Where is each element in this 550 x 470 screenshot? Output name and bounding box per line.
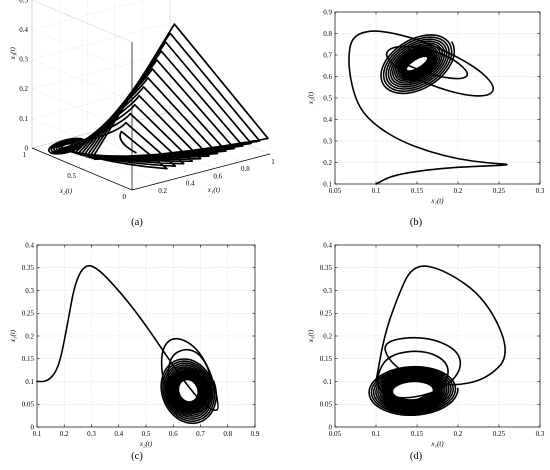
caption-c: (c) <box>131 451 143 462</box>
x-tick-label: 0.9 <box>251 430 260 438</box>
x2-axis-line <box>31 147 133 191</box>
x-tick-label: 0.5 <box>142 430 151 438</box>
x-axis-label: x₂(t) <box>139 440 153 448</box>
x-tick-label: 0.05 <box>329 430 342 438</box>
y-tick-label: 0.2 <box>323 332 332 340</box>
y-tick-label: 0.1 <box>323 378 332 386</box>
x-tick-label: 0.05 <box>329 187 342 195</box>
y-tick-label: 0 <box>329 423 333 431</box>
plot-frame <box>334 11 541 185</box>
x3-tick-label: 0.4 <box>19 26 28 34</box>
y-tick-label: 0.2 <box>323 159 332 167</box>
x-tick-label: 0.6 <box>169 430 178 438</box>
x-tick-label: 0.15 <box>411 187 424 195</box>
x3-tick-label: 0.1 <box>19 115 28 123</box>
x3-tick-label: 0 <box>25 144 29 152</box>
x-tick-label: 0.2 <box>454 430 463 438</box>
trajectory-series-line <box>348 30 508 185</box>
x1-tick-label: 1 <box>271 158 275 166</box>
y-tick-label: 0.6 <box>323 73 332 81</box>
x3-tick-label: 0.5 <box>19 0 28 4</box>
x-tick-label: 0.1 <box>372 430 381 438</box>
x-tick-label: 0.25 <box>493 430 506 438</box>
x-axis-label: x₁(t) <box>430 440 444 448</box>
y-tick-label: 0.3 <box>323 287 332 295</box>
grid-line-x1 <box>142 119 243 162</box>
y-tick-label: 0 <box>31 423 35 431</box>
x-tick-label: 0.2 <box>60 430 69 438</box>
grid-line-x3 <box>31 59 133 102</box>
x3-tick-label: 0.2 <box>19 85 28 93</box>
x-tick-label: 0.3 <box>536 430 545 438</box>
x3-tick-label: 0.3 <box>19 56 28 64</box>
x-tick-label: 0.2 <box>454 187 463 195</box>
grid-line-x3 <box>31 88 133 131</box>
y-tick-label: 0.9 <box>323 8 332 16</box>
y-tick-label: 0.4 <box>25 241 34 249</box>
y-tick-label: 0.25 <box>320 310 333 318</box>
x-axis-label: x₁(t) <box>430 197 444 205</box>
panel-b-plot: 0.05 0.1 0.15 0.2 0.25 0.30.10.20.30.40.50.60… <box>307 8 545 205</box>
x-tick-label: 0.4 <box>114 430 123 438</box>
grid-line-x3 <box>31 0 147 30</box>
x1-axis-line <box>131 153 271 191</box>
grid-line-x3 <box>31 29 133 72</box>
x-tick-label: 0.7 <box>196 430 205 438</box>
x2-tick-label: 1 <box>23 151 27 159</box>
x1-tick-label: 0.2 <box>158 187 167 195</box>
x1-axis-label: x₁(t) <box>207 186 221 194</box>
y-tick-label: 0.7 <box>323 51 332 59</box>
limit-cycle-series-line <box>368 365 459 416</box>
y-tick-label: 0.2 <box>25 332 34 340</box>
x-tick-label: 0.8 <box>223 430 232 438</box>
y-tick-label: 0.3 <box>25 287 34 295</box>
grid-line-x3 <box>31 82 171 119</box>
limit-cycle-series-line <box>380 34 456 95</box>
plot-frame <box>334 244 541 428</box>
panel-c-plot: 0.1 0.2 0.3 0.4 0.5 0.6 0.7 0.8 0.9 0 0.05 0.1 0.15 0… <box>9 241 260 448</box>
plot-frame <box>36 244 256 428</box>
x3-axis-label: x₃(t) <box>9 47 17 61</box>
x-tick-label: 0.1 <box>33 430 42 438</box>
x1-tick-label: 0.4 <box>186 180 195 188</box>
x1-tick-label: 0.6 <box>213 172 222 180</box>
x-tick-label: 0.3 <box>87 430 96 438</box>
y-tick-label: 0.1 <box>25 378 34 386</box>
x-tick-label: 0.3 <box>536 187 545 195</box>
caption-d: (d) <box>410 451 423 462</box>
panel-d-plot: 0.05 0.1 0.15 0.2 0.25 0.300.050.10.150.20.25… <box>307 241 545 448</box>
x2-tick-label: 0 <box>123 193 127 201</box>
y-tick-label: 0.15 <box>22 355 35 363</box>
y-tick-label: 0.3 <box>323 137 332 145</box>
caption-a: (a) <box>131 217 143 228</box>
y-tick-label: 0.15 <box>320 355 333 363</box>
trajectory-series-line <box>375 265 506 401</box>
y-tick-label: 0.25 <box>22 310 35 318</box>
y-tick-label: 0.4 <box>323 116 332 124</box>
y-tick-label: 0.05 <box>22 401 35 409</box>
grid-line-x3 <box>31 23 171 60</box>
panel-a-3d-plot: 0.20.40.60.8100.5100.10.20.30.40.5x₁(t)x… <box>9 0 275 201</box>
y-axis-label: x₂(t) <box>307 91 315 105</box>
x-tick-label: 0.25 <box>493 187 506 195</box>
grid-line-x1 <box>114 126 215 169</box>
x-tick-label: 0.15 <box>411 430 424 438</box>
y-tick-label: 0.8 <box>323 30 332 38</box>
caption-b: (b) <box>410 217 423 228</box>
y-axis-label: x₃(t) <box>9 329 17 343</box>
y-tick-label: 0.1 <box>323 180 332 188</box>
x2-tick-label: 0.5 <box>67 172 76 180</box>
x-tick-label: 0.1 <box>372 187 381 195</box>
y-tick-label: 0.5 <box>323 94 332 102</box>
x1-tick-label: 0.8 <box>241 165 250 173</box>
trajectory-3d-series-line <box>48 23 269 170</box>
y-tick-label: 0.35 <box>320 264 333 272</box>
limit-cycle-series-line <box>160 358 218 425</box>
y-tick-label: 0.05 <box>320 401 333 409</box>
y-tick-label: 0.4 <box>323 241 332 249</box>
x2-axis-label: x₂(t) <box>59 187 73 195</box>
y-tick-label: 0.35 <box>22 264 35 272</box>
y-axis-label: x₃(t) <box>307 329 315 343</box>
